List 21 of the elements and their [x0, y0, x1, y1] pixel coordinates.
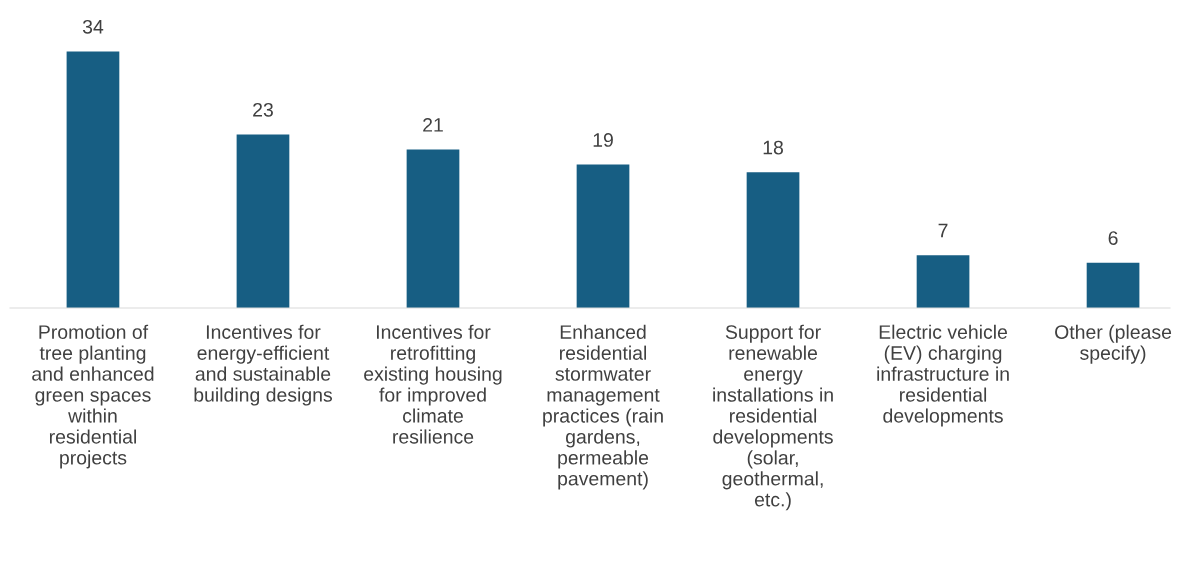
- data-label: 34: [82, 19, 104, 34]
- data-label: 21: [423, 118, 443, 132]
- data-label: 23: [253, 102, 273, 117]
- x-tick-label: Promotion of tree planting and enhanced green spaces within residential projects: [32, 324, 154, 469]
- x-tick-label: Incentives for energy-efficient and sustainable building designs: [194, 324, 333, 406]
- data-label: 19: [593, 133, 613, 147]
- bar: [406, 149, 460, 308]
- bar: [746, 172, 800, 308]
- x-tick-label: Incentives for retrofitting existing housing for improved climate resilience: [364, 324, 502, 444]
- data-label: 7: [938, 223, 948, 238]
- bar: [66, 51, 120, 308]
- bar: [916, 255, 970, 308]
- x-tick-label: Enhanced residential stormwater management practices (rain gardens, permeable pavement): [543, 324, 663, 490]
- category-label: Support for renewable energy installations in residential developments (solar, geothermal, etc.): [713, 324, 833, 511]
- bar: [576, 164, 630, 308]
- data-label: 18: [763, 140, 783, 155]
- data-label: 6: [1108, 231, 1118, 245]
- x-tick-label: Other (please specify): [1055, 324, 1172, 364]
- x-tick-label: Electric vehicle (EV) charging infrastructure in residential developments: [877, 324, 1009, 427]
- bar: [1086, 262, 1140, 308]
- bar: [236, 134, 290, 308]
